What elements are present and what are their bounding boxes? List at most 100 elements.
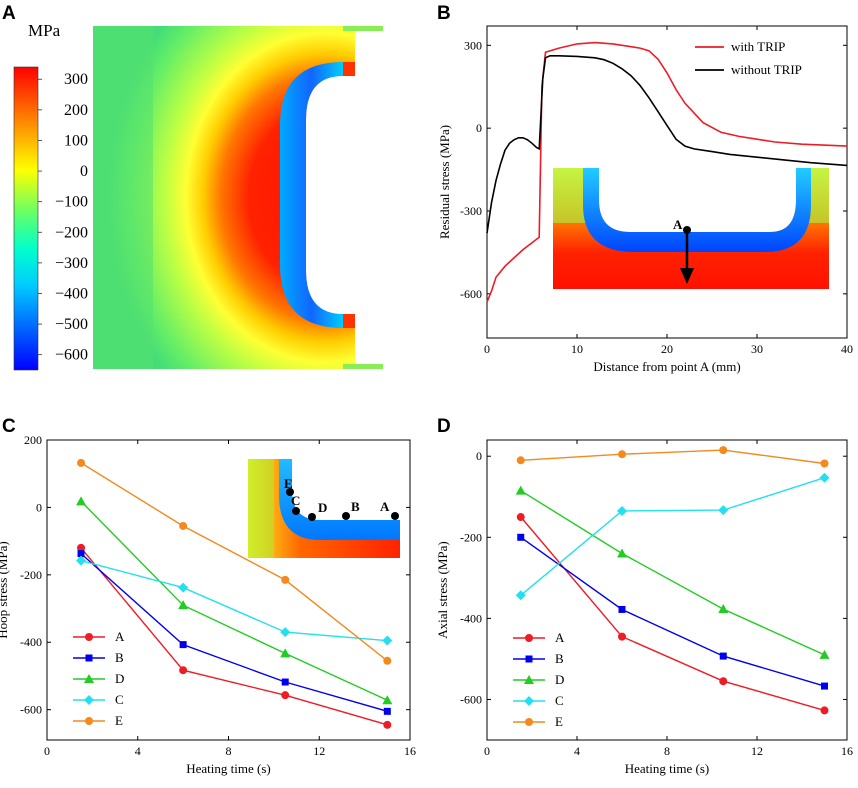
- y-tick-label: -200: [20, 568, 42, 582]
- marker-square: [383, 707, 391, 715]
- inset-c-point: [292, 507, 300, 515]
- legend-label: D: [555, 672, 564, 687]
- y-axis-label: Hoop stress (MPa): [0, 541, 10, 639]
- y-tick-label: -600: [20, 703, 42, 717]
- marker-square: [179, 641, 187, 649]
- x-tick-label: 8: [664, 744, 670, 758]
- colorbar: [13, 66, 39, 371]
- y-tick-label: 0: [476, 449, 482, 463]
- series-line-e: [520, 449, 825, 465]
- colorbar-title: MPa: [28, 21, 61, 40]
- marker-triangle: [515, 485, 526, 495]
- marker-square: [281, 678, 289, 686]
- colorbar-tick-label: 300: [64, 71, 88, 88]
- series-line-e: [80, 462, 388, 662]
- marker-square: [525, 655, 533, 663]
- colorbar-tick-label: −400: [55, 285, 88, 302]
- panel-d-label: D: [437, 416, 451, 437]
- panel-c-inset: EC D B A: [248, 459, 400, 558]
- y-axis-label: Axial stress (MPa): [435, 541, 450, 639]
- colorbar-ticks: 300 200 100 0 −100 −200 −300 −400 −500 −600: [38, 71, 88, 364]
- y-tick-label: -400: [20, 635, 42, 649]
- inset-c-point: [286, 488, 294, 496]
- marker-circle: [820, 706, 829, 715]
- colorbar-tick-label: 200: [64, 102, 88, 119]
- marker-square: [85, 654, 93, 662]
- colorbar-tick-label: −100: [55, 194, 88, 211]
- x-tick-label: 0: [44, 744, 50, 758]
- marker-diamond: [718, 505, 729, 516]
- legend-label: B: [555, 651, 564, 666]
- legend-label: A: [555, 630, 565, 645]
- chart-d: 0 4 8 12 16 0 -200 -400 -600 Heating time (s) Axia…: [435, 439, 853, 776]
- inset-c-point-label: E: [284, 476, 293, 491]
- legend-label: B: [115, 650, 124, 665]
- inset-c-point-label: A: [380, 499, 390, 514]
- marker-circle: [525, 634, 533, 642]
- marker-diamond: [515, 590, 526, 601]
- x-tick-label: 4: [574, 744, 580, 758]
- x-tick-label: 12: [313, 744, 325, 758]
- marker-square: [77, 550, 85, 558]
- x-tick-label: 40: [841, 342, 853, 356]
- series-line-d: [80, 500, 388, 701]
- series-line-a: [520, 516, 825, 712]
- y-tick-label: -600: [460, 692, 482, 706]
- series-line-c: [520, 477, 825, 596]
- colorbar-tick-label: 100: [64, 132, 88, 149]
- x-tick-label: 16: [404, 744, 416, 758]
- marker-square: [821, 682, 828, 690]
- colorbar-tick-label: −300: [55, 255, 88, 272]
- inset-c-point-label: B: [351, 499, 360, 514]
- marker-circle: [719, 677, 728, 686]
- x-tick-label: 0: [484, 744, 490, 758]
- y-tick-label: -200: [460, 530, 482, 544]
- marker-triangle: [819, 649, 830, 659]
- marker-circle: [85, 717, 93, 725]
- legend-label: D: [115, 671, 124, 686]
- y-tick-label: 200: [24, 433, 42, 447]
- x-tick-label: 12: [751, 744, 763, 758]
- marker-circle: [281, 691, 290, 700]
- marker-diamond: [819, 472, 830, 483]
- marker-triangle: [280, 648, 291, 658]
- series-line-b: [520, 536, 825, 687]
- y-axis-label: Residual stress (MPa): [437, 125, 452, 239]
- series-line-d: [520, 490, 825, 656]
- x-tick-label: 10: [571, 342, 583, 356]
- panel-a-heatmap: [93, 26, 385, 369]
- colorbar-tick-label: −200: [55, 224, 88, 241]
- y-tick-label: 0: [36, 500, 42, 514]
- marker-diamond: [617, 505, 627, 516]
- series-line-with-trip: [486, 41, 848, 303]
- marker-diamond: [524, 696, 534, 706]
- chart-b: 0 10 20 30 40 300 0 -300 -600 Distance from point…: [437, 25, 853, 374]
- plot-frame: [486, 439, 848, 741]
- marker-circle: [820, 459, 829, 468]
- marker-circle: [719, 446, 728, 455]
- y-tick-label: -600: [460, 287, 482, 301]
- marker-diamond: [76, 555, 87, 566]
- marker-diamond: [84, 695, 94, 705]
- x-tick-label: 4: [135, 744, 141, 758]
- marker-square: [618, 605, 626, 613]
- x-tick-label: 0: [484, 342, 490, 356]
- x-tick-label: 16: [841, 744, 853, 758]
- marker-diamond: [382, 635, 393, 646]
- marker-triangle: [718, 604, 729, 614]
- colorbar-tick-label: −600: [55, 347, 88, 364]
- series-line-without-trip: [486, 55, 848, 234]
- x-axis-label: Heating time (s): [625, 761, 709, 776]
- x-tick-label: 30: [751, 342, 763, 356]
- marker-circle: [618, 450, 626, 459]
- marker-triangle: [524, 675, 534, 684]
- marker-triangle: [617, 548, 627, 558]
- legend-label: C: [115, 692, 124, 707]
- inset-c-point: [342, 512, 350, 520]
- colorbar-tick-label: −500: [55, 316, 88, 333]
- marker-circle: [525, 718, 533, 726]
- x-tick-label: 20: [661, 342, 673, 356]
- inset-b-point-label: A: [673, 217, 683, 232]
- inset-c-point: [308, 513, 316, 521]
- x-axis-label: Heating time (s): [186, 761, 270, 776]
